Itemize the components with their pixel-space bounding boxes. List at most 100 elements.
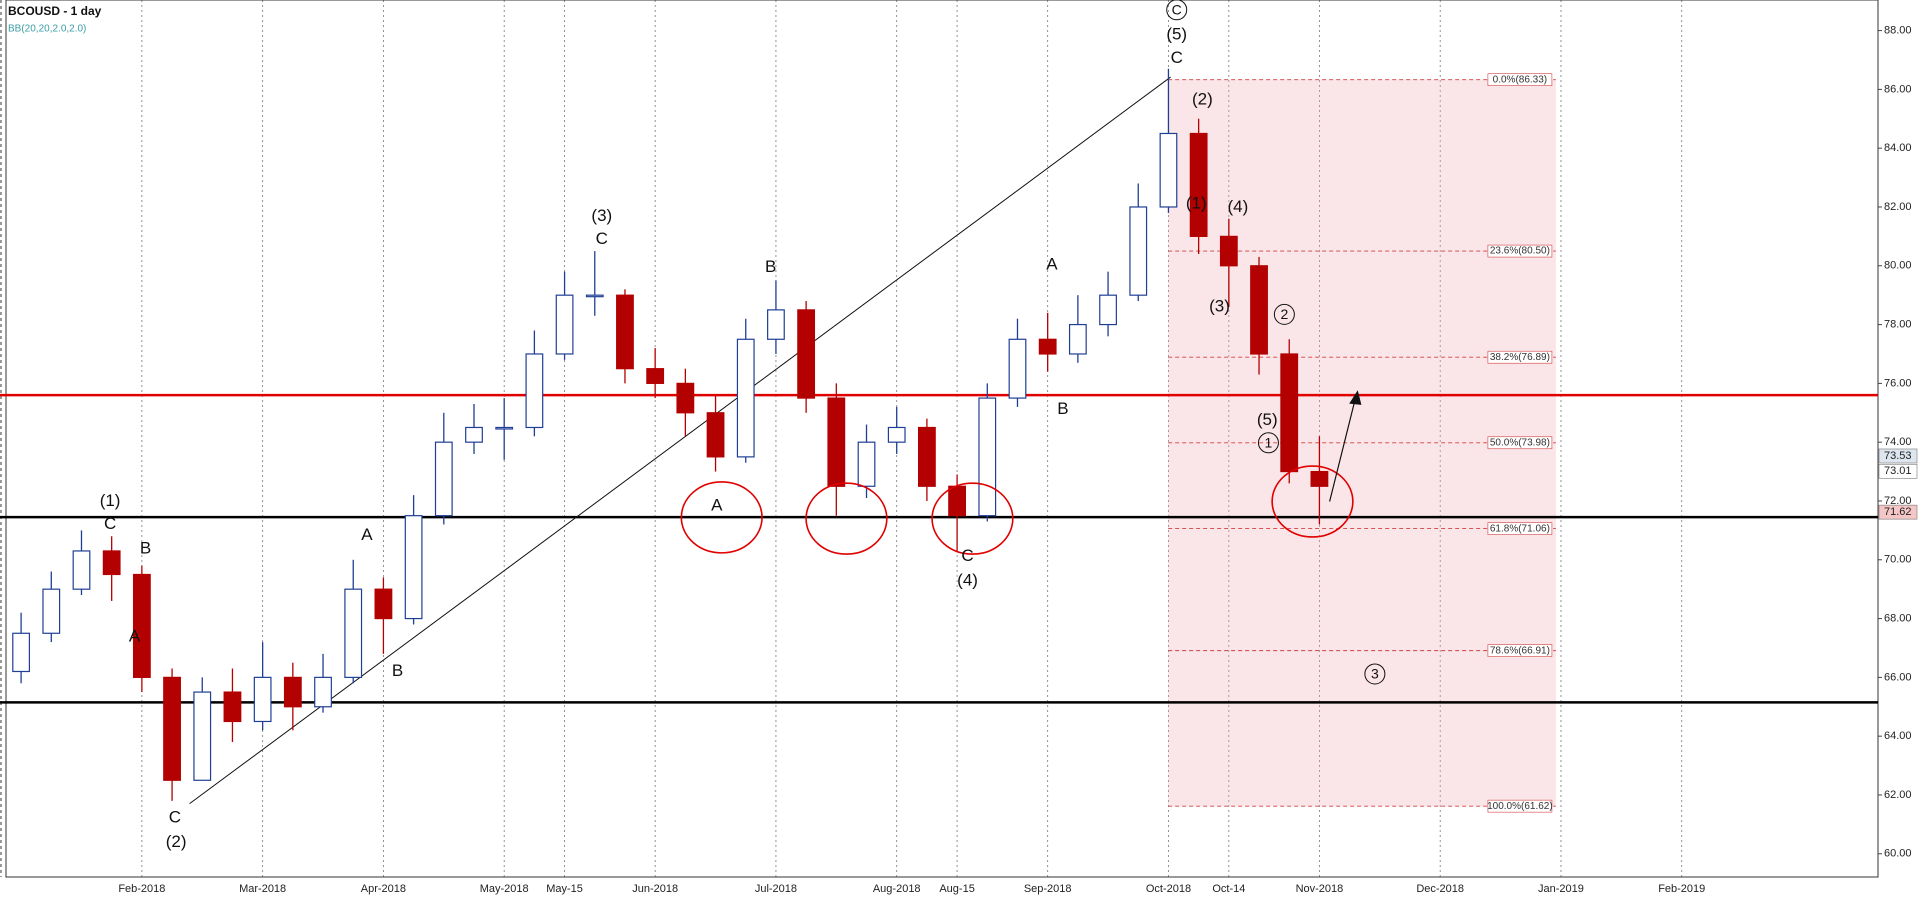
y-tick-label: 66.00 — [1884, 671, 1912, 683]
fib-label-box — [1487, 350, 1553, 364]
candle-body — [706, 412, 725, 458]
wave-label: (4) — [1227, 197, 1248, 216]
x-tick-label: Jan-2019 — [1538, 883, 1584, 895]
wave-label: (3) — [1209, 296, 1230, 315]
fib-label-box — [1487, 73, 1553, 86]
fib-label-box — [1487, 244, 1553, 258]
price-tag-box — [1878, 504, 1918, 520]
wave-label: 1 — [1265, 435, 1273, 451]
candle-body — [917, 426, 936, 487]
price-tag: 71.62 — [1884, 506, 1912, 518]
x-tick-label: May-2018 — [480, 883, 529, 895]
candle-body — [72, 550, 91, 590]
wave-label: 2 — [1280, 306, 1288, 322]
candle-body — [344, 588, 363, 678]
x-tick-label: Aug-2018 — [873, 883, 921, 895]
x-tick-label: Dec-2018 — [1416, 883, 1464, 895]
candle-body — [585, 294, 604, 298]
x-tick-label: Oct-2018 — [1146, 883, 1191, 895]
x-tick-label: May-15 — [546, 883, 583, 895]
fib-label-box — [1487, 436, 1553, 450]
y-tick-label: 60.00 — [1884, 848, 1912, 860]
y-tick-label: 62.00 — [1884, 789, 1912, 801]
highlight-ellipse — [805, 482, 888, 555]
y-tick-label: 76.00 — [1884, 377, 1912, 389]
candle-body — [1219, 235, 1238, 267]
wave-label: C — [596, 229, 608, 248]
y-tick-label: 82.00 — [1884, 201, 1912, 213]
wave-label: C — [169, 808, 181, 827]
annotation-circle — [1364, 663, 1386, 685]
x-tick-label: Feb-2018 — [118, 883, 165, 895]
candle-body — [1008, 338, 1027, 399]
wave-label: (1) — [1186, 194, 1207, 213]
candle-body — [1038, 338, 1057, 355]
candle-body — [1099, 294, 1117, 326]
x-tick-label: Sep-2018 — [1024, 883, 1072, 895]
candle-body — [163, 676, 181, 781]
wave-label: C — [104, 514, 116, 533]
wave-label: (1) — [100, 491, 121, 510]
fib-label-box — [1487, 644, 1553, 657]
candle-body — [193, 691, 212, 781]
fib-label: 0.0%(86.33) — [1493, 74, 1547, 85]
candle-body — [102, 550, 121, 576]
candle-body — [646, 368, 665, 384]
candle-body — [736, 338, 755, 458]
candle-body — [827, 397, 846, 487]
x-tick-label: Apr-2018 — [361, 883, 406, 895]
candle-body — [12, 632, 30, 673]
wave-label: C — [1172, 1, 1182, 17]
y-tick-label: 70.00 — [1884, 554, 1912, 566]
wave-label: (2) — [166, 832, 187, 851]
highlight-ellipse — [1271, 465, 1354, 538]
candle-body — [1250, 265, 1268, 355]
wave-label: A — [711, 496, 723, 515]
candle-body — [948, 485, 966, 517]
candle-body — [676, 382, 695, 414]
wave-label: C — [961, 546, 973, 565]
wave-label: (4) — [957, 570, 978, 589]
candle-body — [434, 441, 453, 517]
y-tick-label: 88.00 — [1884, 24, 1912, 36]
wave-label: B — [1057, 399, 1068, 418]
fib-label-box — [1487, 799, 1553, 813]
wave-label: (5) — [1257, 410, 1278, 429]
x-tick-label: Jul-2018 — [755, 883, 797, 895]
candle-body — [978, 397, 997, 517]
fib-label: 61.8%(71.06) — [1490, 523, 1550, 534]
price-tag: 73.01 — [1884, 465, 1912, 477]
candle-body — [495, 426, 514, 430]
highlight-ellipse — [931, 482, 1014, 555]
annotation-circle — [1166, 0, 1188, 21]
y-tick-label: 64.00 — [1884, 730, 1912, 742]
wave-label: B — [392, 661, 403, 680]
wave-label: A — [1046, 255, 1058, 274]
wave-label: A — [129, 627, 141, 646]
chart-title: BCOUSD - 1 day — [8, 4, 102, 18]
wave-label: (3) — [591, 206, 612, 225]
x-tick-label: Aug-15 — [939, 883, 974, 895]
y-tick-label: 74.00 — [1884, 436, 1912, 448]
arrow-head — [1349, 390, 1362, 405]
fib-label-box — [1487, 522, 1553, 535]
y-tick-label: 80.00 — [1884, 260, 1912, 272]
wave-label: B — [140, 538, 151, 557]
candle-body — [253, 676, 272, 723]
wave-label: 3 — [1371, 666, 1379, 682]
x-tick-label: Jun-2018 — [632, 883, 678, 895]
wave-label: A — [361, 525, 373, 544]
plot-frame — [5, 0, 1879, 878]
candle-body — [1159, 132, 1178, 208]
annotation-circle — [1257, 432, 1279, 454]
candle-body — [525, 353, 544, 429]
candle-body — [887, 426, 906, 443]
highlight-ellipse — [680, 481, 763, 554]
candle-body — [42, 588, 61, 634]
wave-label: B — [765, 257, 776, 276]
projection-arrow — [1329, 398, 1356, 502]
candle-body — [1280, 353, 1299, 473]
price-tag-box — [1878, 448, 1918, 464]
